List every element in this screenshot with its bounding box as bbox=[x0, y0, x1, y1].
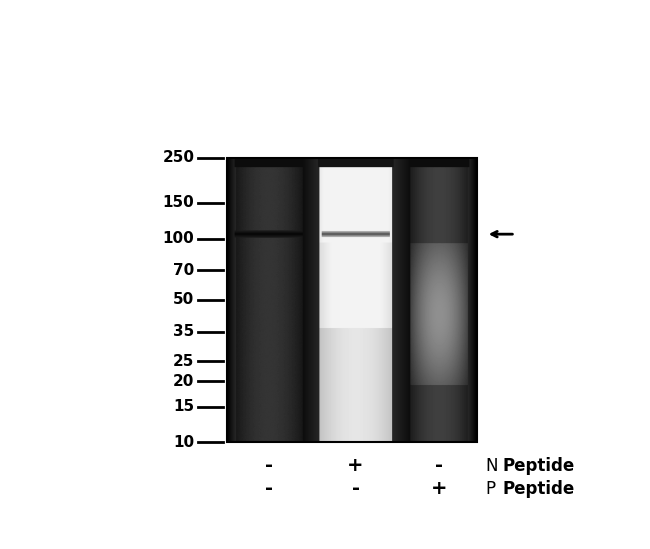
Text: +: + bbox=[430, 479, 447, 498]
Text: -: - bbox=[265, 479, 272, 498]
Text: 20: 20 bbox=[173, 373, 194, 389]
Text: 10: 10 bbox=[174, 435, 194, 450]
Text: Peptide: Peptide bbox=[503, 457, 575, 474]
Text: 100: 100 bbox=[162, 231, 194, 246]
Text: P: P bbox=[486, 480, 496, 497]
Text: 250: 250 bbox=[162, 150, 194, 165]
Text: 15: 15 bbox=[174, 399, 194, 414]
Text: 35: 35 bbox=[173, 324, 194, 339]
Text: 150: 150 bbox=[162, 195, 194, 210]
Text: N: N bbox=[486, 457, 499, 474]
Text: -: - bbox=[265, 456, 272, 475]
Bar bbox=[227, 158, 476, 442]
Text: +: + bbox=[347, 456, 364, 475]
Text: 25: 25 bbox=[173, 354, 194, 369]
Text: 70: 70 bbox=[173, 262, 194, 278]
Text: 50: 50 bbox=[173, 293, 194, 307]
Text: Peptide: Peptide bbox=[503, 480, 575, 497]
Text: -: - bbox=[352, 479, 359, 498]
Text: -: - bbox=[435, 456, 443, 475]
